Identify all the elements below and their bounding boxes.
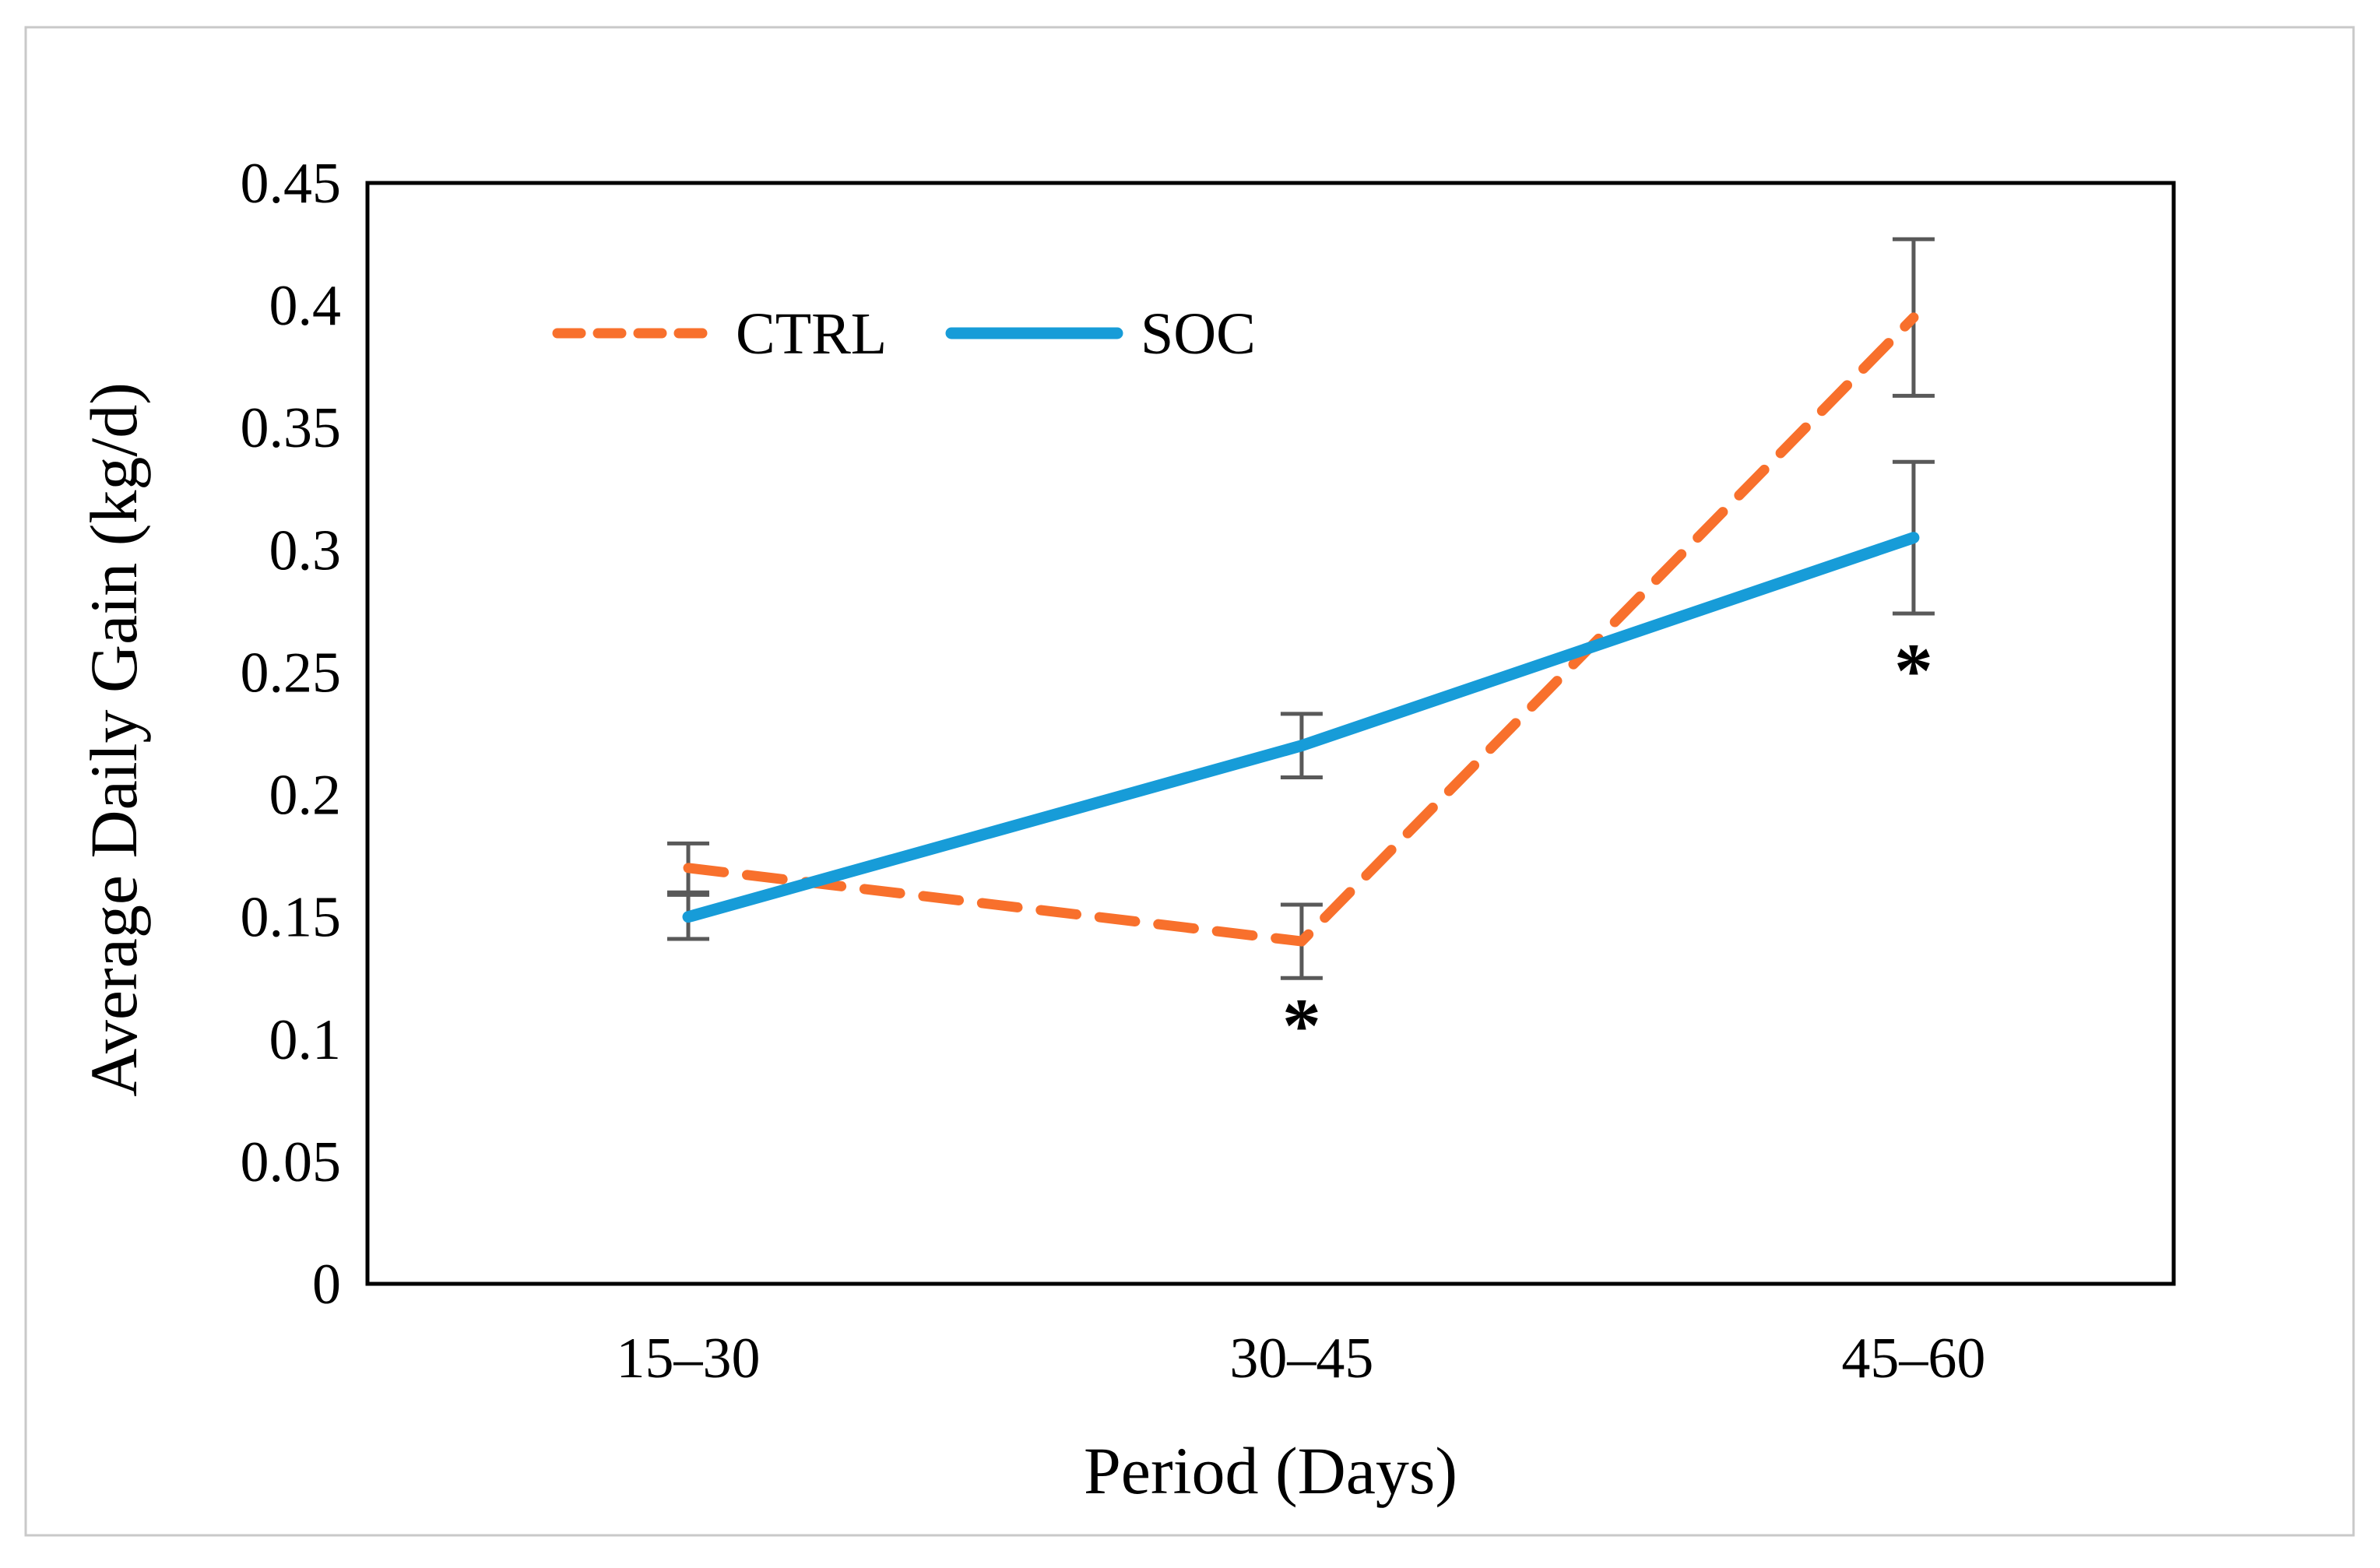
y-axis-tick-label: 0.45 <box>241 152 342 216</box>
x-axis-tick-label: 30–45 <box>1229 1327 1373 1390</box>
y-axis-tick-label: 0.05 <box>241 1130 342 1194</box>
significance-asterisk: * <box>1894 628 1933 714</box>
y-axis-tick-label: 0.4 <box>269 274 342 338</box>
plot-area <box>365 181 2176 1286</box>
y-axis-tick-label: 0.15 <box>241 886 342 950</box>
legend-soc-label: SOC <box>1141 301 1256 367</box>
series-line-ctrl <box>683 312 1919 947</box>
x-axis-tick-label: 45–60 <box>1841 1327 1985 1390</box>
series-line-soc <box>682 532 1920 923</box>
y-axis-tick-label: 0.25 <box>241 641 342 705</box>
y-axis-tick-label: 0.1 <box>269 1008 342 1072</box>
y-axis-tick-label: 0.3 <box>269 519 342 582</box>
y-axis-tick-label: 0.2 <box>269 764 342 828</box>
legend: CTRL SOC <box>552 301 1256 367</box>
x-axis-tick-label: 15–30 <box>617 1327 761 1390</box>
y-axis-tick-label: 0 <box>312 1253 341 1317</box>
significance-asterisk: * <box>1282 982 1321 1068</box>
x-axis-title: Period (Days) <box>1084 1433 1457 1508</box>
y-axis-title: Average Daily Gain (kg/d) <box>76 382 151 1097</box>
y-axis-tick-label: 0.35 <box>241 396 342 460</box>
legend-ctrl-label: CTRL <box>736 301 887 367</box>
